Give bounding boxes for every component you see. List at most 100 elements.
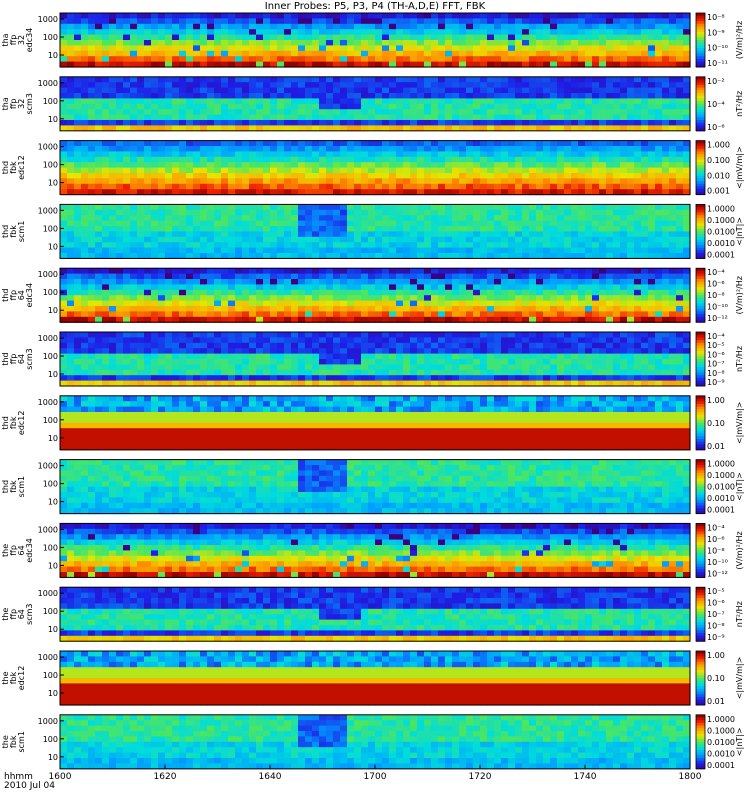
heatmap-cell — [130, 375, 138, 382]
heatmap-cell — [480, 56, 488, 63]
heatmap-cell — [200, 342, 208, 349]
heatmap-cell — [298, 273, 306, 280]
heatmap-cell — [200, 178, 208, 185]
heatmap-cell — [347, 93, 355, 99]
heatmap-cell — [648, 82, 656, 89]
heatmap-cell — [235, 93, 243, 99]
heatmap-cell — [431, 247, 439, 254]
heatmap-cell — [193, 279, 201, 285]
heatmap-cell — [655, 23, 663, 30]
heatmap-cell — [480, 114, 488, 121]
heatmap-cell — [228, 178, 236, 185]
heatmap-cell — [368, 220, 376, 227]
heatmap-cell — [165, 178, 173, 185]
heatmap-cell — [81, 353, 89, 360]
heatmap-cell — [186, 93, 194, 99]
heatmap-cell — [550, 151, 558, 158]
heatmap-cell — [354, 23, 362, 30]
heatmap-cell — [550, 173, 558, 179]
heatmap-cell — [487, 178, 495, 185]
heatmap-cell — [74, 279, 82, 285]
heatmap-cell — [410, 183, 418, 190]
heatmap-cell — [557, 268, 565, 275]
heatmap-cell — [186, 242, 194, 249]
heatmap-cell — [655, 178, 663, 185]
heatmap-cell — [578, 93, 586, 99]
heatmap-cell — [466, 13, 474, 19]
heatmap-cell — [130, 87, 138, 94]
heatmap-cell — [172, 23, 180, 30]
heatmap-cell — [599, 50, 607, 57]
heatmap-cell — [144, 56, 152, 63]
heatmap-cell — [543, 209, 551, 216]
heatmap-cell — [144, 337, 152, 344]
heatmap-cell — [179, 342, 187, 349]
heatmap-cell — [389, 226, 397, 232]
heatmap-cell — [676, 146, 684, 152]
heatmap-cell — [60, 178, 68, 185]
heatmap-cell — [403, 289, 411, 296]
heatmap-cell — [263, 220, 271, 227]
heatmap-cell — [186, 342, 194, 349]
heatmap-cell — [130, 183, 138, 190]
heatmap-cell — [431, 189, 439, 196]
colorbar-segment — [696, 250, 705, 254]
heatmap-cell — [536, 50, 544, 57]
heatmap-cell — [368, 253, 376, 259]
heatmap-cell — [116, 306, 124, 312]
heatmap-cell — [109, 242, 117, 249]
heatmap-cell — [494, 300, 502, 307]
heatmap-cell — [123, 300, 131, 307]
heatmap-cell — [277, 204, 285, 211]
heatmap-cell — [200, 231, 208, 238]
heatmap-cell — [557, 295, 565, 302]
heatmap-cell — [403, 316, 411, 323]
heatmap-cell — [459, 279, 467, 285]
heatmap-cell — [424, 226, 432, 232]
heatmap-cell — [452, 231, 460, 238]
colorbar-segment — [696, 29, 705, 33]
heatmap-cell — [466, 125, 474, 132]
heatmap-cell — [557, 56, 565, 63]
heatmap-cell — [543, 306, 551, 312]
heatmap-cell — [151, 76, 159, 83]
heatmap-cell — [676, 109, 684, 116]
heatmap-cell — [669, 56, 677, 63]
heatmap-cell — [326, 156, 334, 163]
colorbar-segment — [696, 314, 705, 318]
heatmap-cell — [676, 173, 684, 179]
heatmap-cell — [144, 353, 152, 360]
heatmap-cell — [214, 125, 222, 132]
heatmap-cell — [620, 156, 628, 163]
heatmap-cell — [424, 82, 432, 89]
heatmap-cell — [648, 209, 656, 216]
heatmap-cell — [270, 242, 278, 249]
heatmap-cell — [319, 140, 327, 147]
heatmap-cell — [319, 82, 327, 89]
heatmap-cell — [662, 316, 670, 323]
heatmap-cell — [242, 125, 250, 132]
heatmap-cell — [487, 242, 495, 249]
heatmap-cell — [291, 125, 299, 132]
heatmap-cell — [172, 140, 180, 147]
heatmap-cell — [242, 316, 250, 323]
heatmap-cell — [312, 289, 320, 296]
heatmap-cell — [662, 273, 670, 280]
heatmap-cell — [305, 268, 313, 275]
heatmap-cell — [438, 189, 446, 196]
heatmap-cell — [669, 284, 677, 291]
heatmap-cell — [116, 140, 124, 147]
heatmap-cell — [480, 311, 488, 318]
heatmap-cell — [319, 103, 327, 110]
heatmap-cell — [396, 151, 404, 158]
heatmap-cell — [95, 369, 103, 376]
heatmap-cell — [130, 247, 138, 254]
heatmap-cell — [256, 273, 264, 280]
heatmap-cell — [382, 23, 390, 30]
heatmap-cell — [277, 103, 285, 110]
heatmap-cell — [613, 215, 621, 222]
heatmap-cell — [529, 215, 537, 222]
heatmap-cell — [438, 162, 446, 169]
heatmap-cell — [151, 61, 159, 68]
heatmap-cell — [627, 34, 635, 41]
